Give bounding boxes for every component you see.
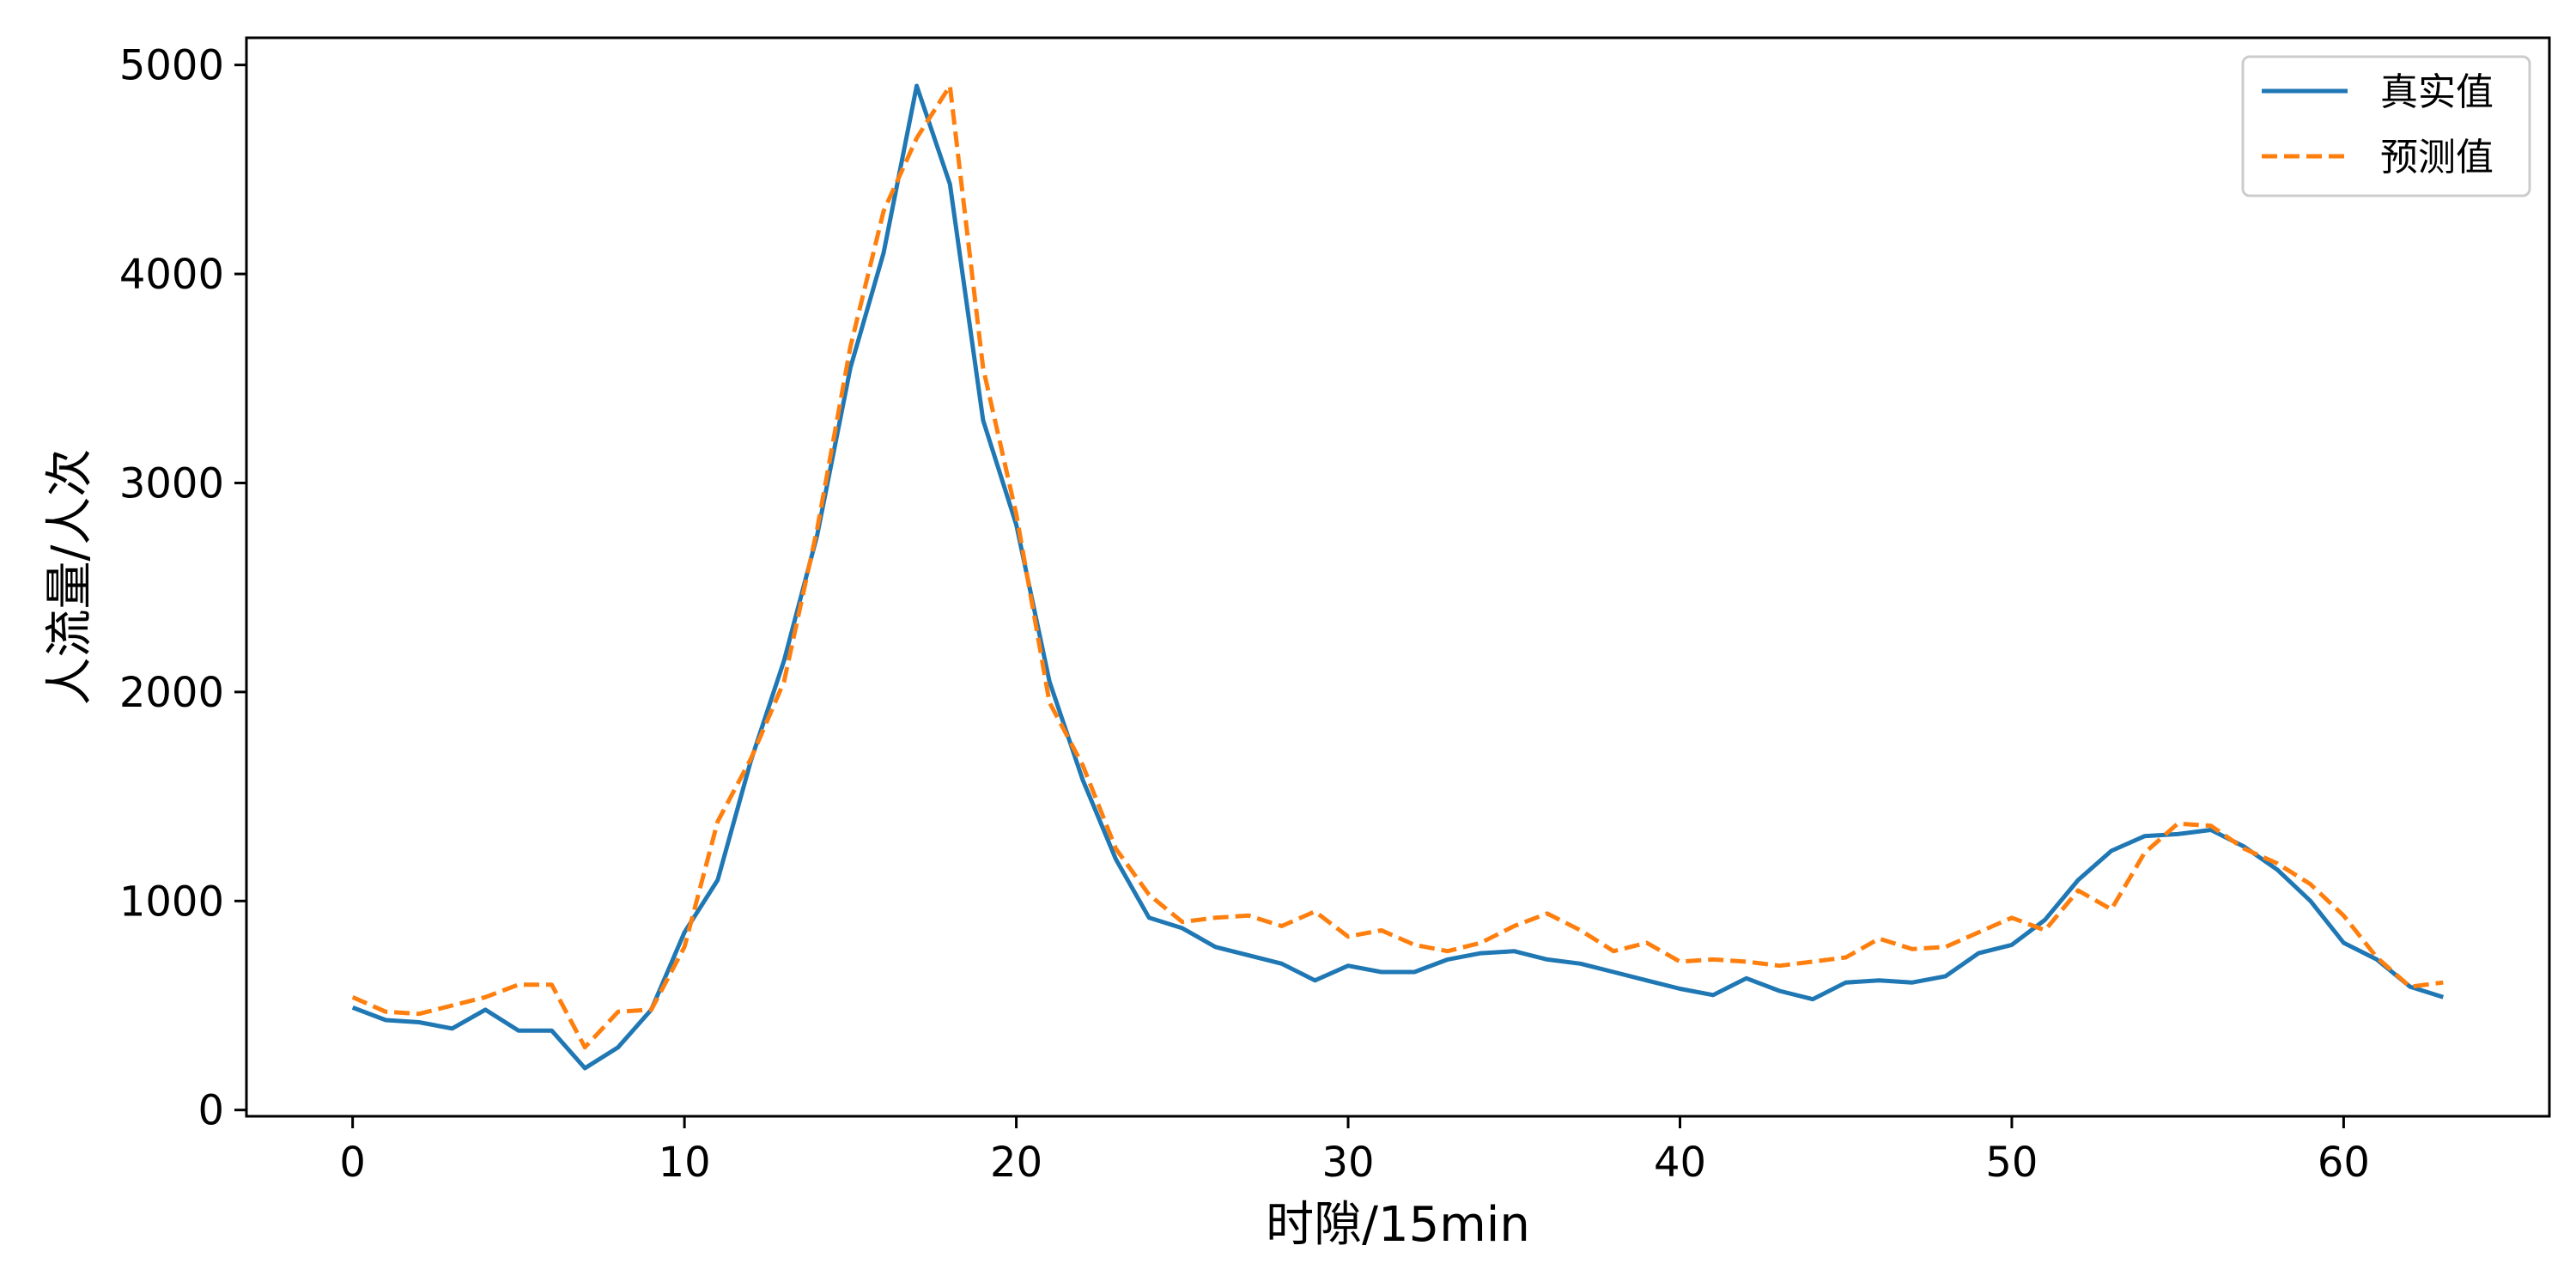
y-tick-label: 2000 [119, 669, 224, 717]
series-layer [351, 83, 2445, 1071]
x-axis: 0 10 20 30 40 50 60 [339, 1116, 2370, 1187]
y-tick-label: 5000 [119, 42, 224, 90]
y-tick-label: 0 [197, 1087, 224, 1135]
y-tick-label: 1000 [119, 878, 224, 926]
x-tick-label: 50 [1985, 1139, 2038, 1187]
y-tick-label: 4000 [119, 251, 224, 299]
series-line-1 [351, 83, 2445, 1071]
y-tick-label: 3000 [119, 459, 224, 507]
x-tick-label: 40 [1654, 1139, 1706, 1187]
y-axis: 0 1000 2000 3000 4000 5000 [119, 42, 246, 1135]
legend-label-1: 真实值 [2380, 70, 2494, 114]
x-tick-label: 30 [1321, 1139, 1374, 1187]
plot-frame [245, 36, 2551, 1118]
legend-label-2: 预测值 [2380, 136, 2494, 179]
series-line-2 [351, 83, 2444, 1050]
x-tick-label: 0 [339, 1139, 366, 1187]
x-tick-label: 10 [659, 1139, 711, 1187]
x-tick-label: 60 [2318, 1139, 2370, 1187]
x-tick-label: 20 [990, 1139, 1042, 1187]
x-axis-title: 时隙/15min [1266, 1197, 1530, 1253]
y-axis-title: 人流量/人次 [42, 449, 98, 706]
